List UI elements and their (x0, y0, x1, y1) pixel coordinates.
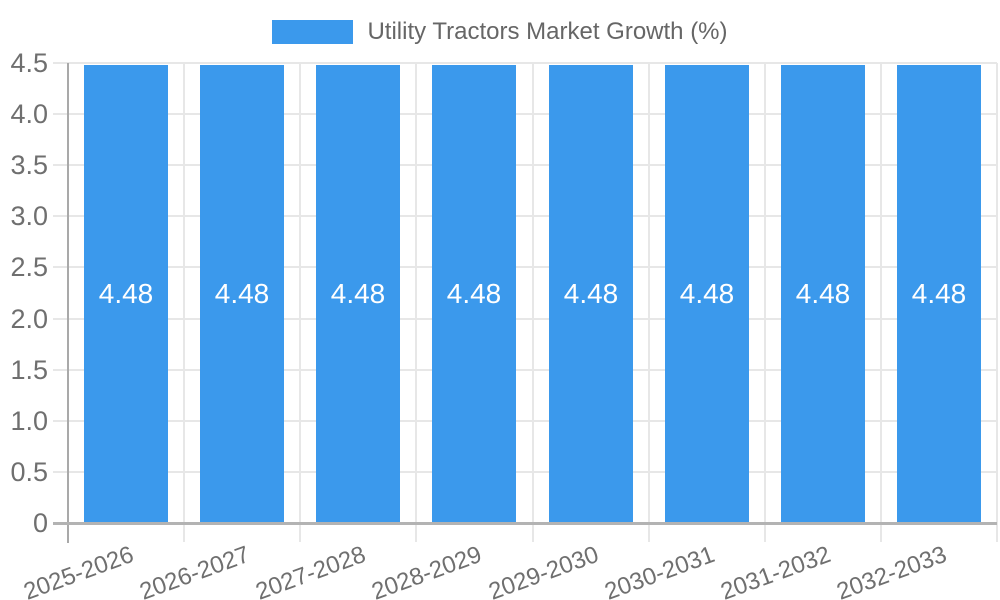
y-tick-label: 2.0 (10, 304, 48, 334)
bar-value-label: 4.48 (795, 278, 851, 309)
legend-title: Utility Tractors Market Growth (%) (367, 18, 728, 45)
bar-value-label: 4.48 (446, 278, 502, 309)
bar-value-label: 4.48 (98, 278, 154, 309)
gridline-vertical (764, 63, 766, 542)
gridline-horizontal (53, 420, 997, 422)
plot-area: 4.48 4.48 4.48 4.48 4.48 4.48 4.48 4.48 (53, 62, 998, 543)
gridline-vertical (996, 63, 998, 542)
gridline-vertical (880, 63, 882, 542)
bar-2029-2030: 4.48 (549, 65, 633, 523)
y-tick-label: 2.5 (10, 252, 48, 282)
y-tick-label: 1.0 (10, 406, 48, 436)
gridline-horizontal (53, 471, 997, 473)
gridline-vertical (183, 63, 185, 542)
legend-swatch (272, 20, 354, 44)
gridline-vertical (415, 63, 417, 542)
gridline-vertical (299, 63, 301, 542)
bar-2025-2026: 4.48 (84, 65, 168, 523)
gridline-horizontal (53, 318, 997, 320)
bar-value-label: 4.48 (563, 278, 619, 309)
chart-legend[interactable]: Utility Tractors Market Growth (%) (0, 19, 1000, 45)
gridline-horizontal (53, 113, 997, 115)
y-tick-label: 4.0 (10, 99, 48, 129)
y-tick-label: 3.5 (10, 150, 48, 180)
bar-value-label: 4.48 (911, 278, 967, 309)
y-tick-label: 0.5 (10, 457, 48, 487)
gridline-vertical (532, 63, 534, 542)
gridline-horizontal (53, 266, 997, 268)
gridline-horizontal (53, 369, 997, 371)
gridline-horizontal (53, 215, 997, 217)
bar-value-label: 4.48 (679, 278, 735, 309)
bar-2027-2028: 4.48 (316, 65, 400, 523)
bar-2030-2031: 4.48 (665, 65, 749, 523)
gridline-horizontal (53, 62, 997, 64)
y-axis-line (67, 63, 69, 543)
y-tick-label: 1.5 (10, 355, 48, 385)
y-tick-label: 4.5 (10, 48, 48, 78)
y-tick-label: 0 (32, 508, 48, 538)
gridline-horizontal (53, 164, 997, 166)
bar-2032-2033: 4.48 (897, 65, 981, 523)
bar-value-label: 4.48 (214, 278, 270, 309)
bar-2026-2027: 4.48 (200, 65, 284, 523)
x-axis-line (53, 522, 997, 525)
y-tick-label: 3.0 (10, 201, 48, 231)
bar-2031-2032: 4.48 (781, 65, 865, 523)
bar-value-label: 4.48 (330, 278, 386, 309)
bar-2028-2029: 4.48 (432, 65, 516, 523)
gridline-vertical (648, 63, 650, 542)
